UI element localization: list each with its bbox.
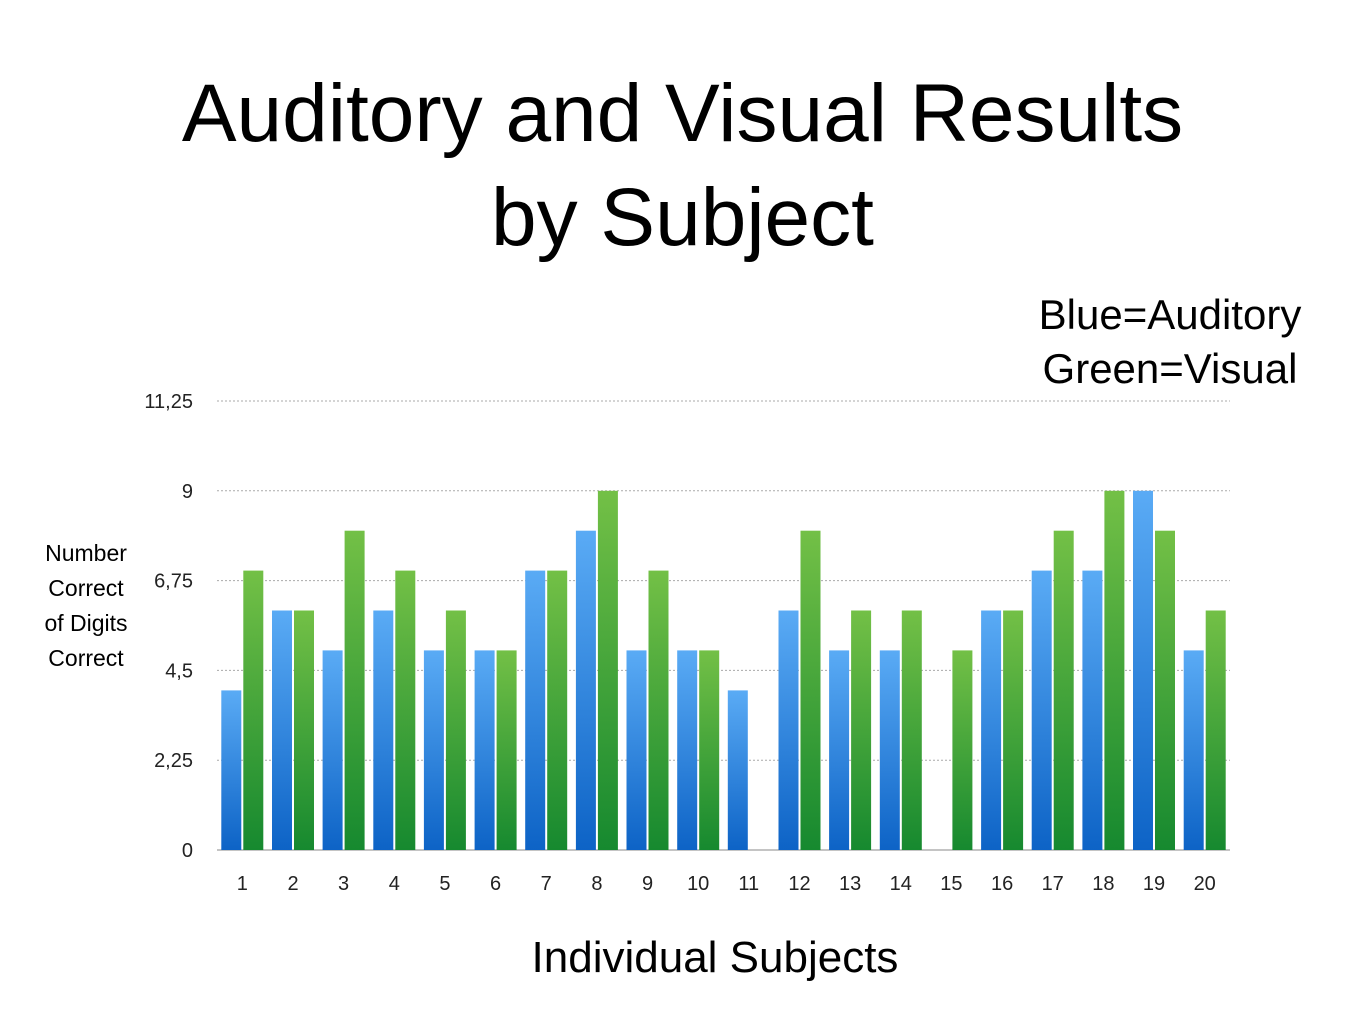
auditory-bar: [1082, 570, 1103, 850]
x-tick-label: 17: [1042, 873, 1064, 895]
visual-bar: [1155, 530, 1175, 850]
y-axis-ticks: 0 2,25 4,5 6,75 9 11,25: [144, 391, 193, 862]
visual-bar: [851, 610, 872, 850]
visual-bar: [952, 650, 973, 850]
y-tick-label: 6,75: [154, 571, 193, 593]
y-tick-label: 11,25: [144, 391, 193, 413]
auditory-bar: [525, 570, 546, 850]
auditory-bar: [677, 650, 698, 850]
legend-note-visual: Green=Visual: [1042, 345, 1298, 392]
visual-bar: [547, 570, 568, 850]
x-tick-label: 9: [642, 873, 653, 895]
visual-bar: [901, 610, 922, 850]
visual-bar: [1104, 490, 1125, 850]
y-axis-label-line-3: of Digits: [44, 610, 128, 636]
y-axis-label-line-4: Correct: [48, 645, 124, 671]
auditory-bar: [221, 690, 242, 850]
auditory-bar: [575, 530, 596, 850]
chart-title-line-1: Auditory and Visual Results: [181, 68, 1184, 159]
visual-bar: [699, 650, 720, 850]
y-tick-label: 2,25: [154, 750, 193, 772]
y-tick-label: 4,5: [165, 660, 193, 682]
auditory-bar: [778, 610, 799, 850]
x-tick-label: 16: [991, 873, 1013, 895]
x-tick-label: 7: [541, 873, 552, 895]
x-tick-label: 15: [940, 873, 962, 895]
x-tick-label: 11: [738, 873, 759, 895]
auditory-bar: [1183, 650, 1204, 850]
legend-note: Blue=Auditory Green=Visual: [1000, 288, 1340, 396]
chart-title-line-2: by Subject: [491, 172, 874, 263]
visual-bar: [1003, 610, 1024, 850]
y-axis-label-line-2: Correct: [48, 575, 124, 601]
gridlines: [217, 400, 1230, 851]
y-tick-label: 0: [182, 840, 193, 862]
x-axis-ticks: 1 2 3 4 5 6 7 8 9 10 11 12 13 14 15 16 17 18 19 20: [237, 873, 1216, 895]
y-axis-label: Number Correct of Digits Correct: [22, 536, 150, 676]
x-tick-label: 5: [439, 873, 450, 895]
x-tick-label: 18: [1092, 873, 1114, 895]
x-tick-label: 19: [1143, 873, 1165, 895]
x-tick-label: 4: [389, 873, 400, 895]
visual-bar: [800, 530, 821, 850]
auditory-bar: [727, 690, 748, 850]
visual-bar: [395, 570, 416, 850]
chart-title: Auditory and Visual Results by Subject: [0, 62, 1365, 270]
auditory-bar: [423, 650, 444, 850]
bars: [221, 490, 1226, 850]
auditory-bar: [373, 610, 394, 850]
y-tick-label: 9: [182, 481, 193, 503]
visual-bar: [597, 490, 618, 850]
x-tick-label: 8: [591, 873, 602, 895]
x-tick-label: 2: [287, 873, 298, 895]
legend-note-auditory: Blue=Auditory: [1038, 291, 1302, 338]
visual-bar: [294, 610, 314, 850]
auditory-bar: [879, 650, 900, 850]
visual-bar: [445, 610, 466, 850]
x-tick-label: 10: [687, 873, 709, 895]
x-tick-label: 1: [237, 873, 248, 895]
visual-bar: [1205, 610, 1226, 850]
x-axis-label: Individual Subjects: [531, 933, 899, 982]
visual-bar: [1053, 530, 1074, 850]
x-tick-label: 3: [338, 873, 349, 895]
x-tick-label: 12: [788, 873, 810, 895]
x-tick-label: 20: [1194, 873, 1216, 895]
visual-bar: [243, 570, 264, 850]
visual-bar: [344, 530, 365, 850]
auditory-bar: [626, 650, 647, 850]
x-tick-label: 14: [890, 873, 912, 895]
visual-bar: [496, 650, 517, 850]
auditory-bar: [322, 650, 343, 850]
auditory-bar: [1031, 570, 1052, 850]
auditory-bar: [981, 610, 1002, 850]
auditory-bar: [1133, 490, 1153, 850]
auditory-bar: [474, 650, 495, 850]
y-axis-label-line-1: Number: [45, 540, 127, 566]
auditory-bar: [272, 610, 292, 850]
x-tick-label: 13: [839, 873, 861, 895]
auditory-bar: [829, 650, 850, 850]
visual-bar: [648, 570, 669, 850]
x-tick-label: 6: [490, 873, 501, 895]
